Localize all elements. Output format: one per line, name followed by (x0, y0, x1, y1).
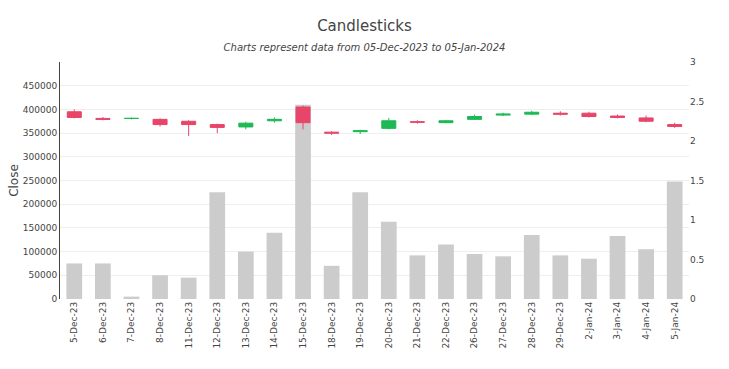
svg-text:4-Jan-24: 4-Jan-24 (641, 302, 651, 340)
svg-text:150000: 150000 (23, 223, 58, 233)
svg-text:200000: 200000 (23, 199, 58, 209)
svg-text:5-Jan-24: 5-Jan-24 (670, 302, 680, 340)
svg-text:1.5: 1.5 (690, 176, 704, 186)
svg-text:0: 0 (690, 294, 696, 304)
svg-text:26-Dec-23: 26-Dec-23 (469, 302, 479, 349)
svg-text:5-Dec-23: 5-Dec-23 (69, 302, 79, 343)
svg-text:8-Dec-23: 8-Dec-23 (155, 302, 165, 343)
svg-text:12-Dec-23: 12-Dec-23 (212, 302, 222, 349)
svg-text:350000: 350000 (23, 128, 58, 138)
svg-text:Close: Close (7, 164, 21, 197)
svg-text:13-Dec-23: 13-Dec-23 (241, 302, 251, 349)
svg-text:450000: 450000 (23, 81, 58, 91)
svg-text:2-Jan-24: 2-Jan-24 (584, 302, 594, 340)
svg-text:6-Dec-23: 6-Dec-23 (98, 302, 108, 343)
svg-text:0.5: 0.5 (690, 255, 704, 265)
svg-text:3: 3 (690, 57, 696, 67)
svg-text:14-Dec-23: 14-Dec-23 (269, 302, 279, 349)
svg-text:18-Dec-23: 18-Dec-23 (327, 302, 337, 349)
svg-text:1: 1 (690, 215, 696, 225)
svg-text:0: 0 (51, 294, 57, 304)
svg-text:28-Dec-23: 28-Dec-23 (527, 302, 537, 349)
svg-text:11-Dec-23: 11-Dec-23 (184, 302, 194, 349)
svg-text:2: 2 (690, 136, 696, 146)
svg-text:7-Dec-23: 7-Dec-23 (126, 302, 136, 343)
svg-text:Charts represent data from 05-: Charts represent data from 05-Dec-2023 t… (224, 42, 506, 53)
svg-text:20-Dec-23: 20-Dec-23 (384, 302, 394, 349)
svg-text:21-Dec-23: 21-Dec-23 (412, 302, 422, 349)
svg-text:100000: 100000 (23, 247, 58, 257)
svg-text:29-Dec-23: 29-Dec-23 (555, 302, 565, 349)
svg-text:27-Dec-23: 27-Dec-23 (498, 302, 508, 349)
svg-text:400000: 400000 (23, 105, 58, 115)
svg-text:22-Dec-23: 22-Dec-23 (441, 302, 451, 349)
svg-text:19-Dec-23: 19-Dec-23 (355, 302, 365, 349)
svg-text:3-Jan-24: 3-Jan-24 (612, 302, 622, 340)
svg-text:Candlesticks: Candlesticks (317, 17, 412, 35)
svg-text:15-Dec-23: 15-Dec-23 (298, 302, 308, 349)
svg-text:300000: 300000 (23, 152, 58, 162)
svg-text:250000: 250000 (23, 176, 58, 186)
svg-text:2.5: 2.5 (690, 97, 704, 107)
svg-text:50000: 50000 (29, 270, 58, 280)
